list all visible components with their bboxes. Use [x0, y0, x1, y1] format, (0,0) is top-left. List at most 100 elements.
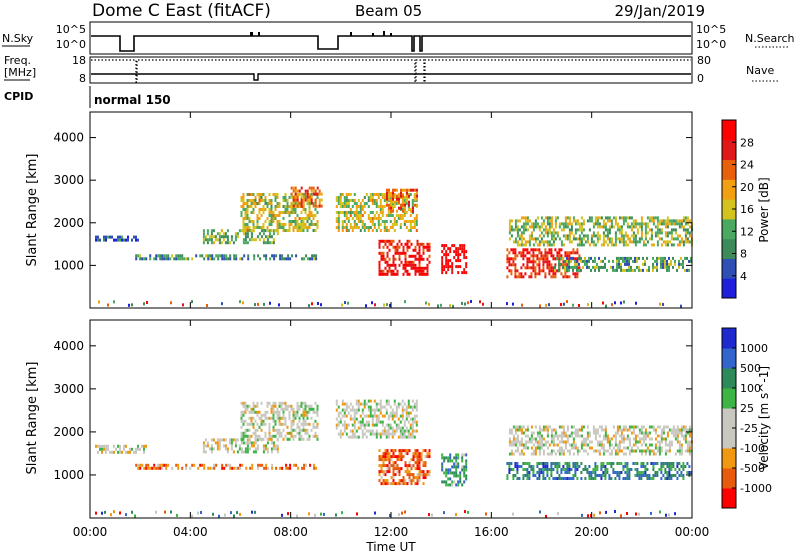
scatter-cell [396, 272, 399, 276]
scatter-cell [508, 437, 511, 441]
y-tick-label: 2000 [53, 216, 84, 230]
scatter-cell [648, 449, 651, 453]
scatter-cell [175, 254, 178, 258]
ground-scatter-cell [371, 301, 373, 305]
scatter-cell [390, 458, 393, 462]
scatter-cell [544, 428, 547, 432]
scatter-cell [534, 437, 537, 441]
scatter-cell [302, 195, 305, 199]
scatter-cell [524, 434, 527, 438]
scatter-cell [530, 431, 533, 435]
scatter-cell [386, 251, 389, 255]
scatter-cell [416, 473, 419, 477]
scatter-cell [246, 407, 249, 411]
scatter-cell [632, 240, 635, 244]
scatter-cell [278, 220, 281, 223]
scatter-cell [634, 468, 637, 471]
scatter-cell [349, 414, 352, 418]
scatter-cell [278, 416, 281, 420]
colorbar-tick-label: 1000 [740, 342, 768, 355]
scatter-cell [520, 431, 523, 435]
scatter-cell [256, 235, 259, 239]
scatter-cell [558, 225, 561, 229]
scatter-cell [640, 225, 643, 229]
scatter-cell [260, 419, 263, 423]
scatter-cell [215, 254, 218, 258]
scatter-cell [566, 437, 569, 441]
scatter-cell [396, 188, 398, 192]
scatter-cell [598, 452, 601, 456]
scatter-cell [506, 266, 509, 270]
scatter-cell [292, 407, 295, 411]
scatter-cell [218, 232, 221, 236]
scatter-cell [676, 465, 679, 468]
scatter-cell [564, 259, 566, 263]
ground-scatter-cell [557, 512, 559, 516]
scatter-cell [406, 470, 409, 474]
scatter-cell [304, 413, 307, 417]
scatter-cell [279, 257, 282, 261]
scatter-cell [411, 426, 414, 430]
scatter-cell [413, 223, 416, 226]
scatter-cell [308, 434, 311, 438]
scatter-cell [628, 425, 631, 429]
scatter-cell [564, 216, 567, 220]
scatter-cell [576, 434, 579, 438]
scatter-cell [568, 262, 570, 266]
scatter-cell [155, 466, 158, 470]
scatter-cell [99, 447, 101, 451]
scatter-cell [610, 443, 613, 447]
scatter-cell [542, 243, 545, 247]
scatter-cell [345, 405, 348, 409]
scatter-cell [526, 228, 529, 232]
scatter-cell [652, 262, 654, 266]
scatter-cell [248, 205, 251, 208]
scatter-cell [654, 265, 656, 269]
scatter-cell [210, 444, 213, 448]
scatter-cell [276, 232, 279, 236]
scatter-cell [392, 245, 395, 249]
scatter-cell [616, 259, 618, 263]
scatter-cell [518, 219, 521, 223]
scatter-cell [640, 449, 643, 453]
scatter-cell [407, 405, 410, 409]
scatter-cell [664, 462, 667, 465]
scatter-cell [654, 443, 657, 447]
ground-scatter-cell [341, 511, 343, 515]
scatter-cell [656, 449, 659, 453]
scatter-cell [548, 225, 551, 229]
scatter-cell [294, 226, 297, 229]
scatter-cell [252, 425, 255, 429]
scatter-cell [568, 219, 571, 223]
scatter-cell [309, 257, 312, 261]
scatter-cell [678, 452, 681, 456]
ground-scatter-cell [296, 514, 298, 518]
scatter-cell [516, 428, 519, 432]
scatter-cell [664, 437, 667, 441]
scatter-cell [582, 237, 585, 241]
scatter-cell [113, 238, 115, 242]
scatter-cell [402, 245, 405, 249]
scatter-cell [249, 466, 252, 470]
scatter-cell [210, 450, 213, 454]
scatter-cell [300, 404, 303, 408]
ground-scatter-cell [365, 304, 367, 308]
scatter-cell [384, 464, 387, 468]
scatter-cell [638, 437, 641, 441]
scatter-cell [398, 467, 401, 471]
scatter-cell [648, 265, 650, 269]
scatter-cell [402, 482, 405, 486]
scatter-cell [642, 240, 645, 244]
y-tick-label: 3000 [53, 173, 84, 187]
scatter-cell [636, 222, 639, 226]
scatter-cell [584, 440, 587, 444]
scatter-cell [252, 416, 255, 420]
scatter-cell [412, 464, 415, 468]
colorbar-segment [722, 328, 736, 349]
scatter-cell [244, 235, 247, 239]
scatter-cell [288, 410, 291, 414]
scatter-cell [276, 450, 279, 454]
ground-scatter-cell [134, 514, 136, 518]
ground-scatter-cell [263, 302, 265, 306]
scatter-cell [592, 428, 595, 432]
